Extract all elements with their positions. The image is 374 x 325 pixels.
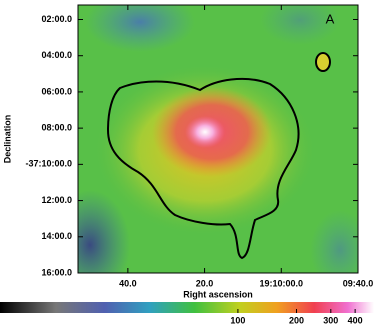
- y-tick-label: 02:00.0: [41, 14, 72, 24]
- y-tick-label: 06:00.0: [41, 86, 72, 96]
- colorbar: [0, 302, 374, 313]
- y-tick-label: 04:00.0: [41, 50, 72, 60]
- y-tick-label: 12:00.0: [41, 195, 72, 205]
- x-tick-label: 19:10:00.0: [260, 278, 304, 288]
- y-axis-title: Declination: [2, 115, 12, 164]
- x-tick-label: 40.0: [119, 278, 137, 288]
- contour: [106, 77, 300, 260]
- sky-image: [78, 5, 358, 273]
- frame: [77, 4, 359, 274]
- x-tick-label: 20.0: [196, 278, 214, 288]
- y-tick-label: 14:00.0: [41, 231, 72, 241]
- y-tick-label: -37:10:00.0: [25, 159, 72, 169]
- panel-label: A: [326, 11, 335, 26]
- y-tick-label: 08:00.0: [41, 123, 72, 133]
- contour: [315, 52, 331, 72]
- y-tick-label: 16:00.0: [41, 267, 72, 277]
- x-axis-title: Right ascension: [183, 289, 253, 299]
- colorbar-tick-label: 300: [323, 315, 338, 325]
- colorbar-tick-label: 400: [348, 315, 363, 325]
- colorbar-tick-label: 100: [230, 315, 245, 325]
- colorbar-tick-label: 200: [289, 315, 304, 325]
- x-tick-label: 09:40.0: [343, 278, 374, 288]
